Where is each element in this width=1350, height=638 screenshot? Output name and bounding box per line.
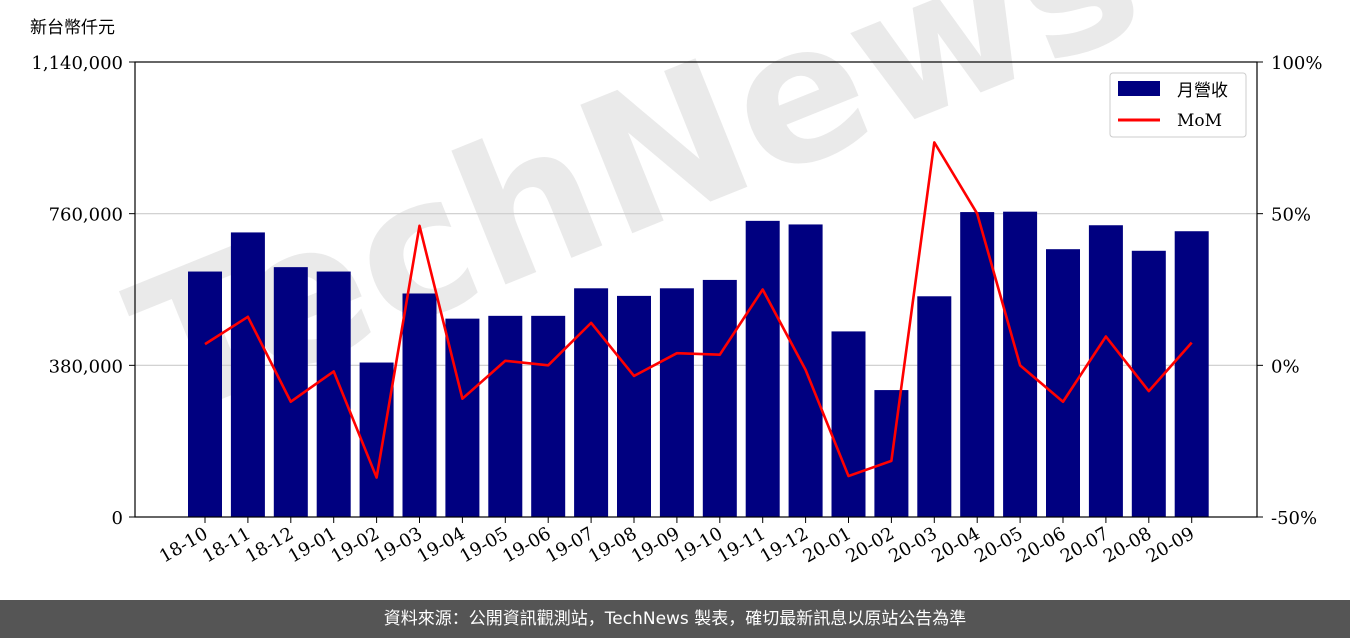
x-tick-label: 20-04 [928,523,983,567]
left-tick-label: 380,000 [49,356,123,377]
legend-line-label: MoM [1177,111,1222,131]
left-axis-label: 新台幣仟元 [30,18,115,38]
bar [1131,250,1166,517]
x-tick-label: 19-09 [628,523,683,567]
x-tick-label: 20-05 [971,523,1026,567]
x-tick-label: 18-12 [242,523,297,567]
legend-bar-swatch [1118,81,1160,96]
x-tick-label: 20-07 [1057,523,1112,567]
x-tick-label: 19-01 [285,523,340,567]
left-tick-label: 0 [112,508,123,529]
bar [316,271,351,517]
bar [1174,231,1209,517]
left-tick-label: 1,140,000 [31,53,123,74]
bar [917,296,952,517]
x-tick-label: 19-12 [757,523,812,567]
x-tick-label: 19-04 [413,523,468,567]
bar [488,315,523,517]
plot-frame [134,61,1258,518]
bar [273,267,308,517]
bar [745,220,780,517]
right-tick-label: 50% [1271,205,1311,226]
bar [960,212,995,517]
right-tick-label: 100% [1271,53,1322,74]
x-tick-label: 19-07 [542,523,597,567]
legend: 月營收 MoM [1109,72,1247,138]
x-tick-label: 20-06 [1014,523,1069,567]
bar [659,288,694,517]
x-tick-label: 19-02 [328,523,383,567]
x-tick-label: 19-10 [671,523,726,567]
mom-line-series [204,141,1193,479]
mom-line [204,141,1193,479]
x-tick-label: 18-10 [156,523,211,567]
bar [188,271,222,517]
x-tick-label: 20-09 [1143,523,1198,567]
bar [230,232,265,517]
revenue-chart: TechNews 0380,000760,0001,140,000-50%0%5… [30,0,1322,567]
x-tick-label: 19-06 [499,523,554,567]
bar [831,331,866,517]
x-tick-label: 18-11 [199,523,254,567]
bar [1088,225,1123,518]
bar [359,362,394,517]
x-tick-label: 19-08 [585,523,640,567]
x-tick-label: 19-03 [371,523,426,567]
bar-series [188,211,1209,518]
x-tick-label: 20-02 [842,523,897,567]
bar [574,288,609,517]
x-tick-label: 20-08 [1100,523,1155,567]
x-tick-label: 19-05 [456,523,511,567]
bar [617,295,651,517]
bar [702,279,737,517]
legend-bar-label: 月營收 [1177,81,1228,101]
bar [402,293,437,517]
left-tick-label: 760,000 [49,205,123,226]
bar [531,315,566,517]
x-tick-label: 20-01 [800,523,855,567]
x-tick-label: 19-11 [714,523,769,567]
source-footer: 資料來源：公開資訊觀測站，TechNews 製表，確切最新訊息以原站公告為準 [0,600,1350,638]
right-tick-label: 0% [1271,356,1300,377]
right-tick-label: -50% [1271,508,1317,529]
x-tick-label: 20-03 [885,523,940,567]
